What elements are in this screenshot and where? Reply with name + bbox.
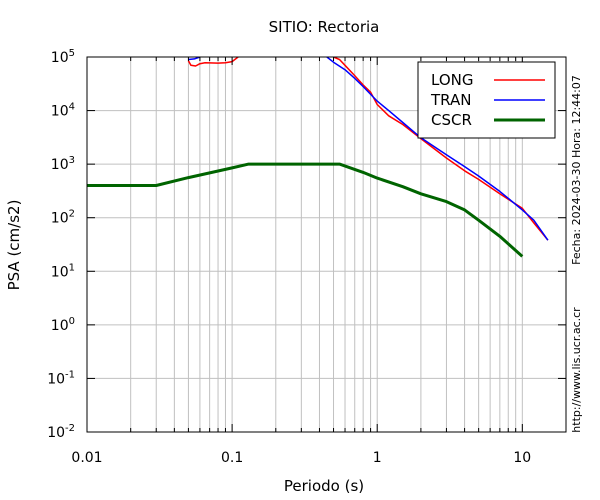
y-tick-label: 10-1	[47, 369, 75, 387]
series-cscr	[87, 162, 524, 258]
legend-label-tran: TRAN	[430, 91, 471, 109]
x-axis-ticks: 0.01 0.1 1 10	[71, 57, 567, 466]
timestamp-text: Fecha: 2024-03-30 Hora: 12:44:07	[570, 75, 583, 265]
x-axis-label: Periodo (s)	[284, 477, 364, 495]
y-tick-label: 105	[51, 48, 75, 66]
legend-label-cscr: CSCR	[431, 111, 472, 129]
x-tick-label: 0.1	[221, 450, 243, 466]
series-lines	[87, 57, 549, 258]
series-line-long	[187, 57, 239, 67]
y-tick-label: 10-2	[47, 423, 75, 441]
grid	[86, 56, 567, 433]
website-url: http://www.lis.ucr.ac.cr	[570, 307, 583, 433]
legend-label-long: LONG	[431, 71, 473, 89]
y-axis-ticks: 10-2 10-1 100 101 102 103 104 105	[47, 48, 566, 441]
chart-title: SITIO: Rectoria	[269, 18, 380, 36]
plot-frame	[86, 56, 567, 433]
series-tran	[188, 57, 549, 241]
series-line-long	[333, 57, 549, 241]
series-line-tran	[188, 57, 201, 61]
series-line-cscr	[87, 162, 524, 258]
legend: LONG TRAN CSCR	[417, 61, 556, 139]
y-tick-label: 101	[51, 262, 75, 280]
y-tick-label: 102	[51, 209, 75, 227]
y-tick-label: 100	[51, 316, 75, 334]
y-tick-label: 104	[51, 102, 75, 120]
x-tick-label: 0.01	[71, 450, 102, 466]
y-axis-label: PSA (cm/s2)	[5, 200, 23, 291]
x-tick-label: 1	[373, 450, 382, 466]
series-long	[187, 57, 549, 241]
series-line-tran	[326, 57, 549, 241]
y-tick-label: 103	[51, 155, 75, 173]
x-tick-label: 10	[513, 450, 531, 466]
